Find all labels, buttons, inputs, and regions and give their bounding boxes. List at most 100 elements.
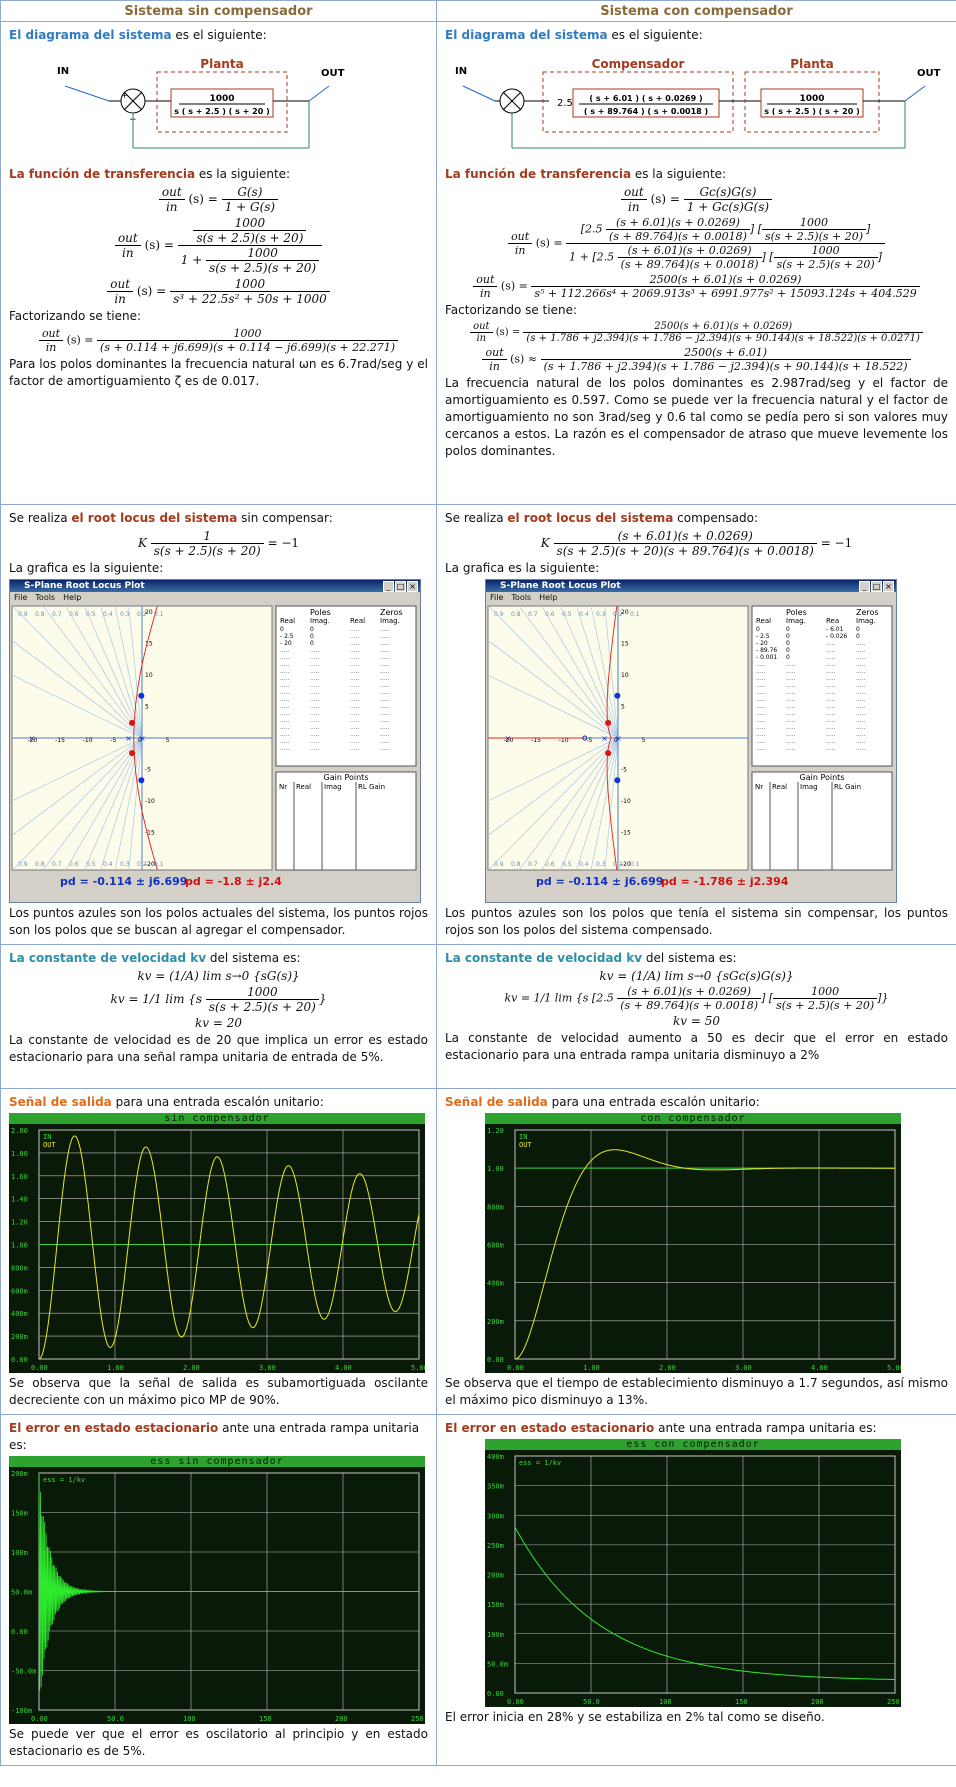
error-title-rest: ante una entrada rampa unitaria es:	[9, 1421, 420, 1452]
y-tick-label: 1.80	[11, 1150, 28, 1158]
legend-entry: IN	[519, 1133, 527, 1141]
x-tick-label: 0.00	[507, 1364, 524, 1372]
pz-col-header: Real	[350, 617, 365, 625]
damping-line	[65, 606, 143, 739]
empty-cell: .....	[350, 731, 360, 738]
close-button[interactable]: ×	[883, 581, 894, 592]
diagram-title-rest: es el siguiente:	[607, 28, 703, 42]
pole-imag: 0	[786, 647, 790, 654]
menu-file[interactable]: File	[14, 593, 28, 602]
minimize-button[interactable]: _	[383, 581, 394, 592]
empty-cell: .....	[786, 696, 796, 703]
damping-label: 0.7	[528, 611, 538, 618]
x-tick-label: 4.00	[335, 1364, 352, 1372]
pz-col-header: Imag.	[380, 617, 400, 625]
damping-line	[100, 737, 143, 870]
empty-cell: .....	[856, 738, 866, 745]
close-button[interactable]: ×	[407, 581, 418, 592]
svg-text:( s + 6.01 ) ( s + 0.0269 ): ( s + 6.01 ) ( s + 0.0269 )	[589, 94, 702, 103]
empty-cell: .....	[786, 724, 796, 731]
scope-error-right: ess con compensador 0.00 50.0 100 150 200 250…	[485, 1439, 901, 1707]
empty-cell: .....	[310, 647, 320, 654]
error-title: El error en estado estacionario	[445, 1421, 655, 1435]
empty-cell: .....	[756, 689, 766, 696]
maximize-button[interactable]: □	[395, 581, 406, 592]
empty-cell: .....	[856, 661, 866, 668]
pz-col-header: Real	[756, 617, 771, 625]
empty-cell: .....	[310, 724, 320, 731]
menu-help[interactable]: Help	[63, 593, 82, 602]
maximize-button[interactable]: □	[871, 581, 882, 592]
minimize-button[interactable]: _	[859, 581, 870, 592]
empty-cell: .....	[786, 675, 796, 682]
damping-label: 0.5	[562, 861, 572, 868]
damping-label: 0.9	[18, 611, 28, 618]
y-tick-label: 1.00	[11, 1242, 28, 1250]
cell-kv-right: La constante de velocidad kv del sistema…	[436, 944, 956, 1089]
empty-cell: .....	[280, 682, 290, 689]
empty-cell: .....	[310, 689, 320, 696]
cell-diagram-left: El diagrama del sistema es el siguiente:…	[0, 21, 437, 505]
out-label: OUT	[917, 68, 941, 79]
menu-tools[interactable]: Tools	[511, 593, 532, 602]
x-tick-label: 150	[735, 1698, 748, 1706]
header-left: Sistema sin compensador	[0, 0, 437, 22]
empty-cell: .....	[350, 689, 360, 696]
empty-cell: .....	[826, 689, 836, 696]
y-tick-label: -100m	[11, 1707, 32, 1715]
empty-cell: .....	[786, 703, 796, 710]
damping-label: 0.9	[494, 861, 504, 868]
step-paragraph: Se observa que la señal de salida es sub…	[9, 1376, 428, 1407]
empty-cell: .....	[280, 724, 290, 731]
pole-marker: ×	[615, 734, 622, 743]
damping-line	[560, 737, 619, 870]
cell-rootlocus-right: Se realiza el root locus del sistema com…	[436, 504, 956, 945]
menu-tools[interactable]: Tools	[35, 593, 56, 602]
empty-cell: .....	[826, 661, 836, 668]
kv-title-rest: del sistema es:	[206, 951, 301, 965]
locus-branch	[606, 606, 618, 739]
series-out	[514, 1149, 895, 1360]
menu-help[interactable]: Help	[539, 593, 558, 602]
empty-cell: .....	[856, 682, 866, 689]
empty-cell: .....	[786, 745, 796, 752]
in-label: IN	[57, 66, 69, 77]
empty-cell: .....	[280, 696, 290, 703]
empty-cell: .....	[786, 668, 796, 675]
y-tick-label: 400m	[11, 1310, 28, 1318]
empty-cell: .....	[350, 626, 360, 633]
cell-rootlocus-left: Se realiza el root locus del sistema sin…	[0, 504, 437, 945]
pole-imag: 0	[310, 633, 314, 640]
pole-real: 0	[756, 626, 760, 633]
damping-lines: 0.9 0.9 0.8 0.8 0.7 0.7 0.6 0.6 0.5 0.5 0.4 0.4 0.3 0…	[488, 606, 640, 870]
pole-real: 0	[280, 626, 284, 633]
diagram-title: El diagrama del sistema	[445, 28, 608, 42]
empty-cell: .....	[350, 654, 360, 661]
damping-label: 0.4	[103, 611, 113, 618]
damping-line	[518, 606, 619, 739]
menu-file[interactable]: File	[490, 593, 504, 602]
empty-cell: .....	[756, 703, 766, 710]
red-point	[605, 719, 612, 726]
gain-col-header: RL Gain	[834, 783, 861, 791]
scope-svg: 0.00 1.00 2.00 3.00 4.00 5.00 2.00 1.80 1.60 1.40…	[11, 1127, 425, 1372]
empty-cell: .....	[280, 689, 290, 696]
y-tick-label: 400m	[487, 1280, 504, 1288]
kv-title: La constante de velocidad kv	[9, 951, 207, 965]
locus-points: × × ×	[29, 692, 146, 784]
empty-cell: .....	[786, 738, 796, 745]
root-locus-svg: 0.9 0.9 0.8 0.8 0.7 0.7 0.6 0.6 0.5 0.5 0.4 0.4 0.3 0…	[487, 605, 893, 888]
poles-panel	[751, 605, 893, 767]
empty-cell: .....	[826, 717, 836, 724]
eq-kv-2: kv = 1/1 lim {s [2.5 (s + 6.01)(s + 0.02…	[504, 985, 889, 1012]
pole-marker: ×	[601, 734, 608, 743]
scope-title: ess sin compensador	[9, 1456, 425, 1467]
x-tick-label: 3.00	[735, 1364, 752, 1372]
x-tick-label: 5.00	[411, 1364, 425, 1372]
damping-line	[42, 606, 143, 739]
plant-label: Planta	[790, 57, 833, 71]
damping-label: 0.7	[52, 611, 62, 618]
empty-cell: .....	[280, 647, 290, 654]
empty-cell: .....	[380, 731, 390, 738]
pz-col-header: Imag.	[310, 617, 330, 625]
